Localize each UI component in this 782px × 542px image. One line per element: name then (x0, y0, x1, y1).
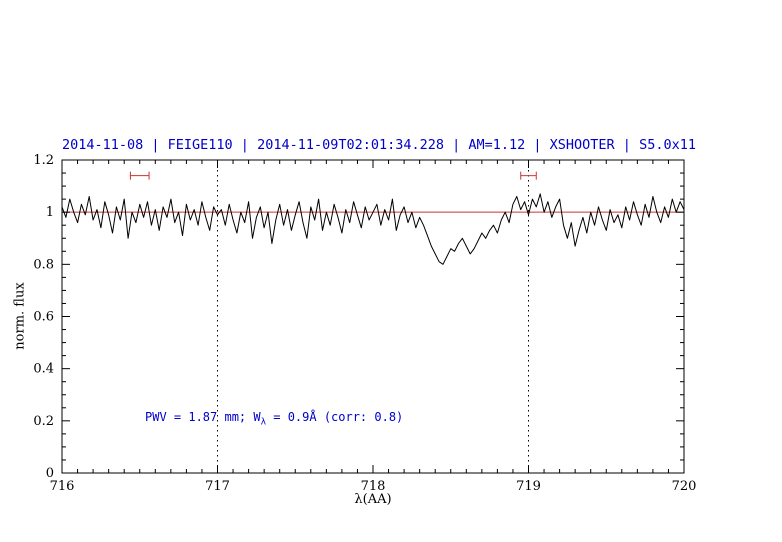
y-tick-label: 0.4 (33, 362, 54, 377)
x-tick-label: 717 (205, 479, 230, 494)
x-tick-label: 720 (672, 479, 697, 494)
y-tick-label: 0 (46, 466, 54, 481)
y-tick-label: 0.2 (33, 414, 54, 429)
y-tick-label: 1 (46, 205, 54, 220)
pwv-annotation: PWV = 1.87 mm; Wλ = 0.9Å (corr: 0.8) (145, 410, 403, 427)
x-tick-label: 719 (516, 479, 541, 494)
plot-frame (61, 159, 685, 474)
y-tick-label: 0.6 (33, 310, 54, 325)
y-tick-label: 0.8 (33, 257, 54, 272)
y-tick-label: 1.2 (33, 153, 54, 168)
x-tick-label: 718 (361, 479, 386, 494)
x-tick-label: 716 (50, 479, 75, 494)
pwv-annotation-prefix: PWV = 1.87 mm; W (145, 410, 261, 424)
pwv-annotation-subscript: λ (260, 417, 267, 428)
pwv-annotation-suffix: = 0.9Å (corr: 0.8) (266, 410, 404, 424)
spectrum-line (61, 193, 685, 265)
plot-title: 2014-11-08 | FEIGE110 | 2014-11-09T02:01… (62, 137, 696, 153)
x-axis-label: λ(AA) (354, 492, 392, 507)
